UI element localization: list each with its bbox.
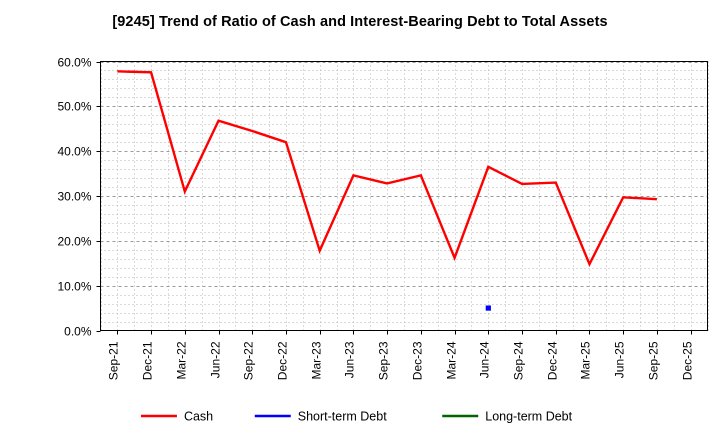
x-axis-tick-label: Sep-23 <box>377 341 391 380</box>
y-axis-tick-label: 20.0% <box>57 235 91 249</box>
x-axis-tick-label: Mar-24 <box>445 341 459 379</box>
x-axis-tick-label: Jun-25 <box>613 341 627 378</box>
plot-frame <box>99 60 709 332</box>
y-axis-tick-label: 10.0% <box>57 280 91 294</box>
chart-title: [9245] Trend of Ratio of Cash and Intere… <box>112 14 608 30</box>
major-gridlines <box>100 62 708 287</box>
y-axis-tick-label: 50.0% <box>57 100 91 114</box>
x-axis-tick-label: Jun-24 <box>478 341 492 378</box>
data-series-layer <box>117 70 657 311</box>
x-axis-tick-label: Sep-25 <box>647 341 661 380</box>
y-axis-tick-labels: 0.0% 10.0% 20.0% 30.0% 40.0% 50.0% 60.0% <box>57 56 91 339</box>
y-axis-tick-label: 60.0% <box>57 56 91 70</box>
x-axis-tick-label: Dec-23 <box>411 341 425 380</box>
legend-label-cash: Cash <box>184 410 213 424</box>
y-axis-tick-label: 0.0% <box>64 325 92 339</box>
x-axis-tick-label: Dec-21 <box>141 341 155 380</box>
legend-label-short-term-debt: Short-term Debt <box>298 410 387 424</box>
x-axis-tick-label: Dec-24 <box>546 341 560 380</box>
x-axis-tick-label: Sep-24 <box>512 341 526 380</box>
x-axis-tick-labels: Sep-21 Dec-21 Mar-22 Jun-22 Sep-22 Dec-22 Mar-… <box>107 341 695 380</box>
x-axis-tick-label: Mar-23 <box>310 341 324 379</box>
y-axis-tick-label: 40.0% <box>57 145 91 159</box>
chart-legend: Cash Short-term Debt Long-term Debt <box>140 410 573 424</box>
legend-label-long-term-debt: Long-term Debt <box>485 410 572 424</box>
x-axis-tick-label: Dec-22 <box>276 341 290 380</box>
x-axis-tick-label: Dec-25 <box>681 341 695 380</box>
axis-frame <box>96 60 709 335</box>
series-line-cash <box>117 70 657 268</box>
series-point-short-term-debt <box>485 305 491 311</box>
y-axis-tick-label: 30.0% <box>57 190 91 204</box>
x-axis-tick-label: Jun-22 <box>209 341 223 378</box>
x-axis-tick-label: Sep-21 <box>107 341 121 380</box>
x-axis-tick-label: Mar-25 <box>579 341 593 379</box>
x-axis-tick-label: Jun-23 <box>343 341 357 378</box>
x-axis-tick-label: Sep-22 <box>242 341 256 380</box>
x-axis-tick-label: Mar-22 <box>175 341 189 379</box>
